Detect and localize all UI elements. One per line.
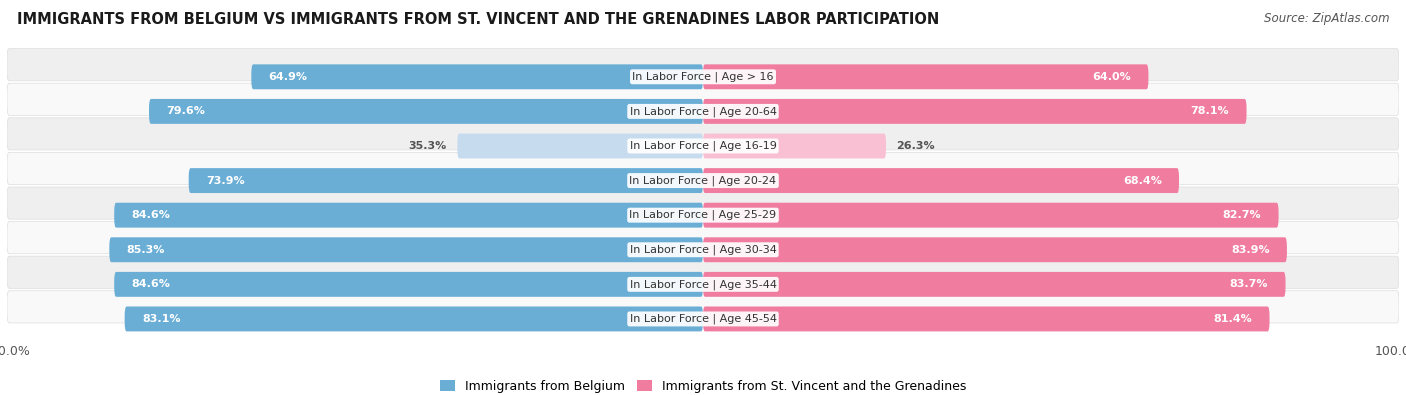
FancyBboxPatch shape xyxy=(114,203,703,228)
FancyBboxPatch shape xyxy=(703,203,1278,228)
Text: 81.4%: 81.4% xyxy=(1213,314,1253,324)
Text: 84.6%: 84.6% xyxy=(132,210,170,220)
Text: Source: ZipAtlas.com: Source: ZipAtlas.com xyxy=(1264,12,1389,25)
FancyBboxPatch shape xyxy=(188,168,703,193)
FancyBboxPatch shape xyxy=(149,99,703,124)
FancyBboxPatch shape xyxy=(110,237,703,262)
FancyBboxPatch shape xyxy=(7,152,1399,184)
Text: 83.9%: 83.9% xyxy=(1230,245,1270,255)
Text: 78.1%: 78.1% xyxy=(1191,106,1229,117)
Text: In Labor Force | Age 30-34: In Labor Force | Age 30-34 xyxy=(630,245,776,255)
FancyBboxPatch shape xyxy=(7,222,1399,254)
FancyBboxPatch shape xyxy=(7,256,1399,288)
FancyBboxPatch shape xyxy=(703,237,1286,262)
Text: In Labor Force | Age 20-24: In Labor Force | Age 20-24 xyxy=(630,175,776,186)
FancyBboxPatch shape xyxy=(703,134,886,158)
FancyBboxPatch shape xyxy=(703,307,1270,331)
FancyBboxPatch shape xyxy=(252,64,703,89)
FancyBboxPatch shape xyxy=(7,187,1399,219)
Text: 26.3%: 26.3% xyxy=(897,141,935,151)
Text: 83.1%: 83.1% xyxy=(142,314,180,324)
Text: 84.6%: 84.6% xyxy=(132,279,170,290)
Text: 73.9%: 73.9% xyxy=(207,176,245,186)
Text: 79.6%: 79.6% xyxy=(166,106,205,117)
Text: In Labor Force | Age 35-44: In Labor Force | Age 35-44 xyxy=(630,279,776,290)
Text: In Labor Force | Age 45-54: In Labor Force | Age 45-54 xyxy=(630,314,776,324)
Text: In Labor Force | Age > 16: In Labor Force | Age > 16 xyxy=(633,71,773,82)
Text: 64.9%: 64.9% xyxy=(269,72,308,82)
FancyBboxPatch shape xyxy=(7,118,1399,150)
Text: 83.7%: 83.7% xyxy=(1230,279,1268,290)
FancyBboxPatch shape xyxy=(457,134,703,158)
Text: 68.4%: 68.4% xyxy=(1123,176,1161,186)
FancyBboxPatch shape xyxy=(7,49,1399,81)
Text: 64.0%: 64.0% xyxy=(1092,72,1130,82)
FancyBboxPatch shape xyxy=(703,168,1180,193)
Text: IMMIGRANTS FROM BELGIUM VS IMMIGRANTS FROM ST. VINCENT AND THE GRENADINES LABOR : IMMIGRANTS FROM BELGIUM VS IMMIGRANTS FR… xyxy=(17,12,939,27)
FancyBboxPatch shape xyxy=(114,272,703,297)
FancyBboxPatch shape xyxy=(125,307,703,331)
Text: In Labor Force | Age 20-64: In Labor Force | Age 20-64 xyxy=(630,106,776,117)
Text: 85.3%: 85.3% xyxy=(127,245,165,255)
Text: 35.3%: 35.3% xyxy=(409,141,447,151)
Legend: Immigrants from Belgium, Immigrants from St. Vincent and the Grenadines: Immigrants from Belgium, Immigrants from… xyxy=(434,375,972,395)
FancyBboxPatch shape xyxy=(703,99,1247,124)
FancyBboxPatch shape xyxy=(703,64,1149,89)
FancyBboxPatch shape xyxy=(7,291,1399,323)
Text: 82.7%: 82.7% xyxy=(1223,210,1261,220)
FancyBboxPatch shape xyxy=(703,272,1285,297)
Text: In Labor Force | Age 16-19: In Labor Force | Age 16-19 xyxy=(630,141,776,151)
Text: In Labor Force | Age 25-29: In Labor Force | Age 25-29 xyxy=(630,210,776,220)
FancyBboxPatch shape xyxy=(7,83,1399,115)
